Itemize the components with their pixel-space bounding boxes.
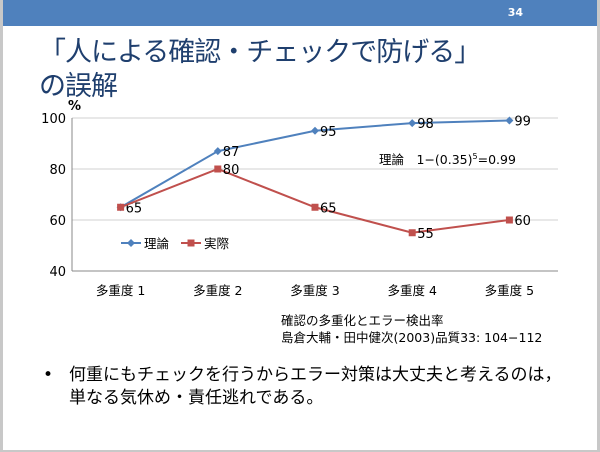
formula-exponent: 5 bbox=[473, 152, 478, 161]
data-label: 98 bbox=[417, 117, 434, 132]
data-point bbox=[505, 116, 514, 125]
page-number: 34 bbox=[507, 6, 523, 19]
data-point bbox=[311, 126, 319, 135]
source-title: 確認の多重化とエラー検出率 bbox=[281, 313, 444, 328]
title-line-2: の誤解 bbox=[39, 71, 118, 102]
line-chart: 40 60 80 100% 多重度 1 多重度 2 多重度 3 多重度 4 多重度 5 65 87 9… bbox=[41, 99, 558, 298]
source-authors: 島倉大輔・田中健次(2003)品質33: 104−112 bbox=[281, 330, 543, 345]
data-label: 60 bbox=[514, 214, 531, 229]
bullet-point: • 何重にもチェックを行うからエラー対策は大丈夫と考えるのは，単なる気休め・責任… bbox=[43, 364, 573, 410]
data-point bbox=[213, 147, 222, 156]
data-point bbox=[311, 203, 319, 211]
slide: 34 「人による確認・チェックで防げる」 の誤解 40 60 80 100% 多重度 1… bbox=[3, 0, 597, 450]
y-tick-label: 80 bbox=[49, 163, 66, 178]
data-label: 87 bbox=[223, 145, 240, 160]
formula-result: =0.99 bbox=[478, 152, 516, 167]
y-axis-unit: % bbox=[68, 99, 81, 114]
x-tick-label: 多重度 5 bbox=[485, 283, 534, 298]
legend-marker bbox=[127, 239, 135, 247]
legend-label: 実際 bbox=[204, 236, 230, 251]
y-tick-label: 100 bbox=[41, 112, 66, 127]
x-tick-label: 多重度 3 bbox=[290, 283, 339, 298]
formula-annotation: 理論 1−(0.35)5=0.99 bbox=[379, 152, 516, 167]
source-citation: 確認の多重化とエラー検出率 島倉大輔・田中健次(2003)品質33: 104−1… bbox=[281, 312, 542, 346]
data-point bbox=[214, 165, 222, 173]
x-tick-label: 多重度 4 bbox=[387, 283, 436, 298]
bullet-text: 何重にもチェックを行うからエラー対策は大丈夫と考えるのは，単なる気休め・責任逃れ… bbox=[69, 365, 562, 408]
data-label: 65 bbox=[320, 201, 337, 216]
x-tick-label: 多重度 1 bbox=[96, 283, 145, 298]
data-label: 65 bbox=[126, 201, 143, 216]
data-label: 95 bbox=[320, 125, 337, 140]
slide-title: 「人による確認・チェックで防げる」 の誤解 bbox=[39, 36, 481, 104]
data-point bbox=[408, 119, 417, 128]
bullet-marker: • bbox=[43, 365, 54, 385]
y-tick-label: 40 bbox=[49, 265, 66, 280]
title-line-1: 「人による確認・チェックで防げる」 bbox=[39, 37, 481, 68]
legend-label: 理論 bbox=[144, 236, 170, 251]
formula-text: 理論 1−(0.35) bbox=[379, 152, 473, 167]
data-point bbox=[408, 229, 416, 237]
legend-marker bbox=[187, 239, 195, 247]
header-bar: 34 bbox=[3, 0, 597, 26]
data-label: 80 bbox=[223, 163, 240, 178]
x-tick-label: 多重度 2 bbox=[193, 283, 242, 298]
y-tick-label: 60 bbox=[49, 214, 66, 229]
data-point bbox=[505, 216, 513, 224]
series-line-1 bbox=[120, 167, 510, 234]
data-label: 55 bbox=[417, 227, 434, 242]
data-point bbox=[117, 203, 125, 211]
data-label: 99 bbox=[514, 115, 531, 130]
